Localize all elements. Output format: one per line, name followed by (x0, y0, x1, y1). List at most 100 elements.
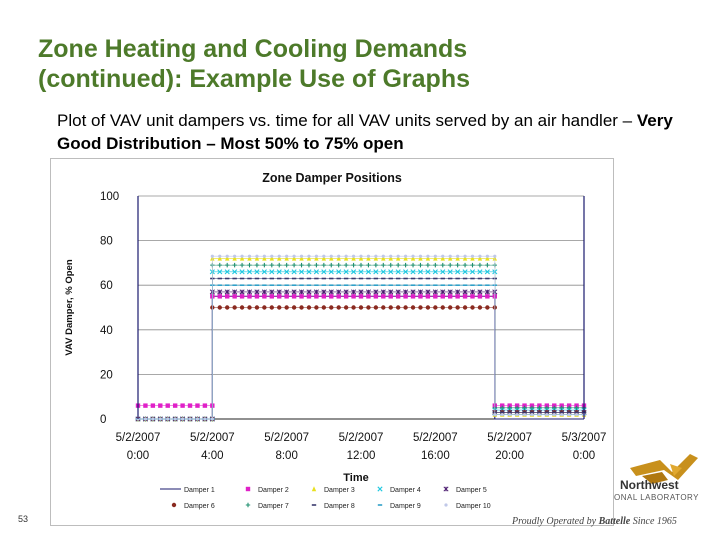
data-point (314, 294, 319, 299)
data-point (233, 254, 237, 258)
data-point (544, 405, 550, 411)
data-point (396, 254, 400, 258)
data-point (313, 269, 319, 275)
data-point (246, 269, 253, 275)
data-point (462, 255, 468, 261)
data-point (433, 262, 438, 268)
data-point (441, 254, 445, 258)
series-line (138, 264, 584, 420)
data-point (395, 289, 401, 295)
data-point (552, 405, 557, 411)
legend-item: Damper 1 (160, 487, 215, 494)
data-point (395, 305, 401, 310)
chart-container: Zone Damper Positions 0 20 40 60 80 100 VAV Dam… (50, 158, 614, 526)
data-point (485, 262, 490, 268)
data-point (314, 255, 319, 261)
data-point (225, 305, 230, 310)
data-point (462, 289, 468, 295)
data-point (440, 255, 445, 261)
data-point (358, 269, 364, 275)
data-point (254, 269, 260, 275)
data-point (529, 405, 535, 411)
data-point (560, 412, 564, 417)
data-point (358, 294, 364, 299)
series-line (138, 291, 584, 420)
data-point (202, 403, 208, 408)
data-point (180, 403, 185, 408)
data-point (343, 269, 349, 275)
data-point (306, 294, 312, 299)
data-point (381, 305, 386, 310)
data-point (351, 254, 356, 258)
data-point (232, 255, 237, 261)
data-point (514, 405, 520, 411)
data-point (522, 403, 527, 408)
data-point (254, 294, 260, 299)
data-point (181, 417, 185, 421)
data-point (477, 294, 483, 299)
data-point (232, 305, 237, 310)
legend-label: Damper 7 (258, 503, 289, 510)
series-damper-3 (135, 255, 587, 422)
data-point (291, 305, 297, 310)
data-point (380, 289, 386, 295)
data-point (559, 405, 564, 411)
data-point (232, 289, 238, 295)
data-point (299, 255, 304, 261)
data-point (254, 305, 260, 310)
legend-item: Damper 7 (245, 502, 289, 510)
data-point (366, 262, 371, 268)
series-damper-9 (135, 284, 587, 420)
logo-subname: ONAL LABORATORY (614, 493, 700, 502)
data-point (462, 269, 468, 275)
data-point (270, 254, 274, 258)
data-point (158, 403, 163, 408)
data-point (410, 294, 416, 299)
data-point (358, 255, 364, 261)
data-point (373, 305, 379, 310)
data-point (277, 255, 282, 261)
data-point (291, 255, 297, 261)
data-point (418, 255, 423, 261)
data-point (388, 294, 393, 299)
series-line (138, 278, 584, 420)
data-point (306, 289, 312, 295)
data-point (388, 262, 393, 268)
data-point (343, 262, 349, 268)
legend-label: Damper 6 (184, 503, 215, 510)
legend-swatch (171, 502, 177, 508)
data-point (358, 262, 364, 268)
data-point (269, 255, 274, 261)
data-point (381, 255, 386, 261)
y-tick-label: 0 (100, 414, 106, 426)
data-point (425, 269, 431, 275)
data-point (225, 254, 229, 258)
legend-item: Damper 6 (171, 502, 215, 510)
data-point (291, 269, 297, 275)
data-point (566, 405, 572, 411)
data-point (351, 262, 356, 268)
damper-position-chart: Zone Damper Positions 0 20 40 60 80 100 VAV Dam… (64, 171, 606, 510)
legend-label: Damper 3 (324, 487, 355, 494)
data-point (277, 262, 282, 268)
data-point (567, 412, 571, 417)
data-point (359, 254, 363, 258)
data-point (514, 403, 520, 408)
series-damper-2 (135, 294, 587, 408)
data-point (410, 262, 416, 268)
data-point (447, 289, 453, 295)
legend-label: Damper 2 (258, 487, 289, 494)
data-point (433, 254, 437, 258)
data-point (388, 269, 394, 275)
data-point (403, 262, 408, 268)
legend-label: Damper 4 (390, 487, 421, 494)
data-point (403, 305, 408, 310)
data-point (470, 305, 475, 310)
data-point (195, 417, 200, 421)
footer-suffix: Since 1965 (630, 516, 677, 527)
data-point (537, 405, 542, 411)
data-point (447, 269, 453, 275)
data-point (299, 254, 304, 258)
data-point (477, 262, 483, 268)
data-point (254, 262, 260, 268)
